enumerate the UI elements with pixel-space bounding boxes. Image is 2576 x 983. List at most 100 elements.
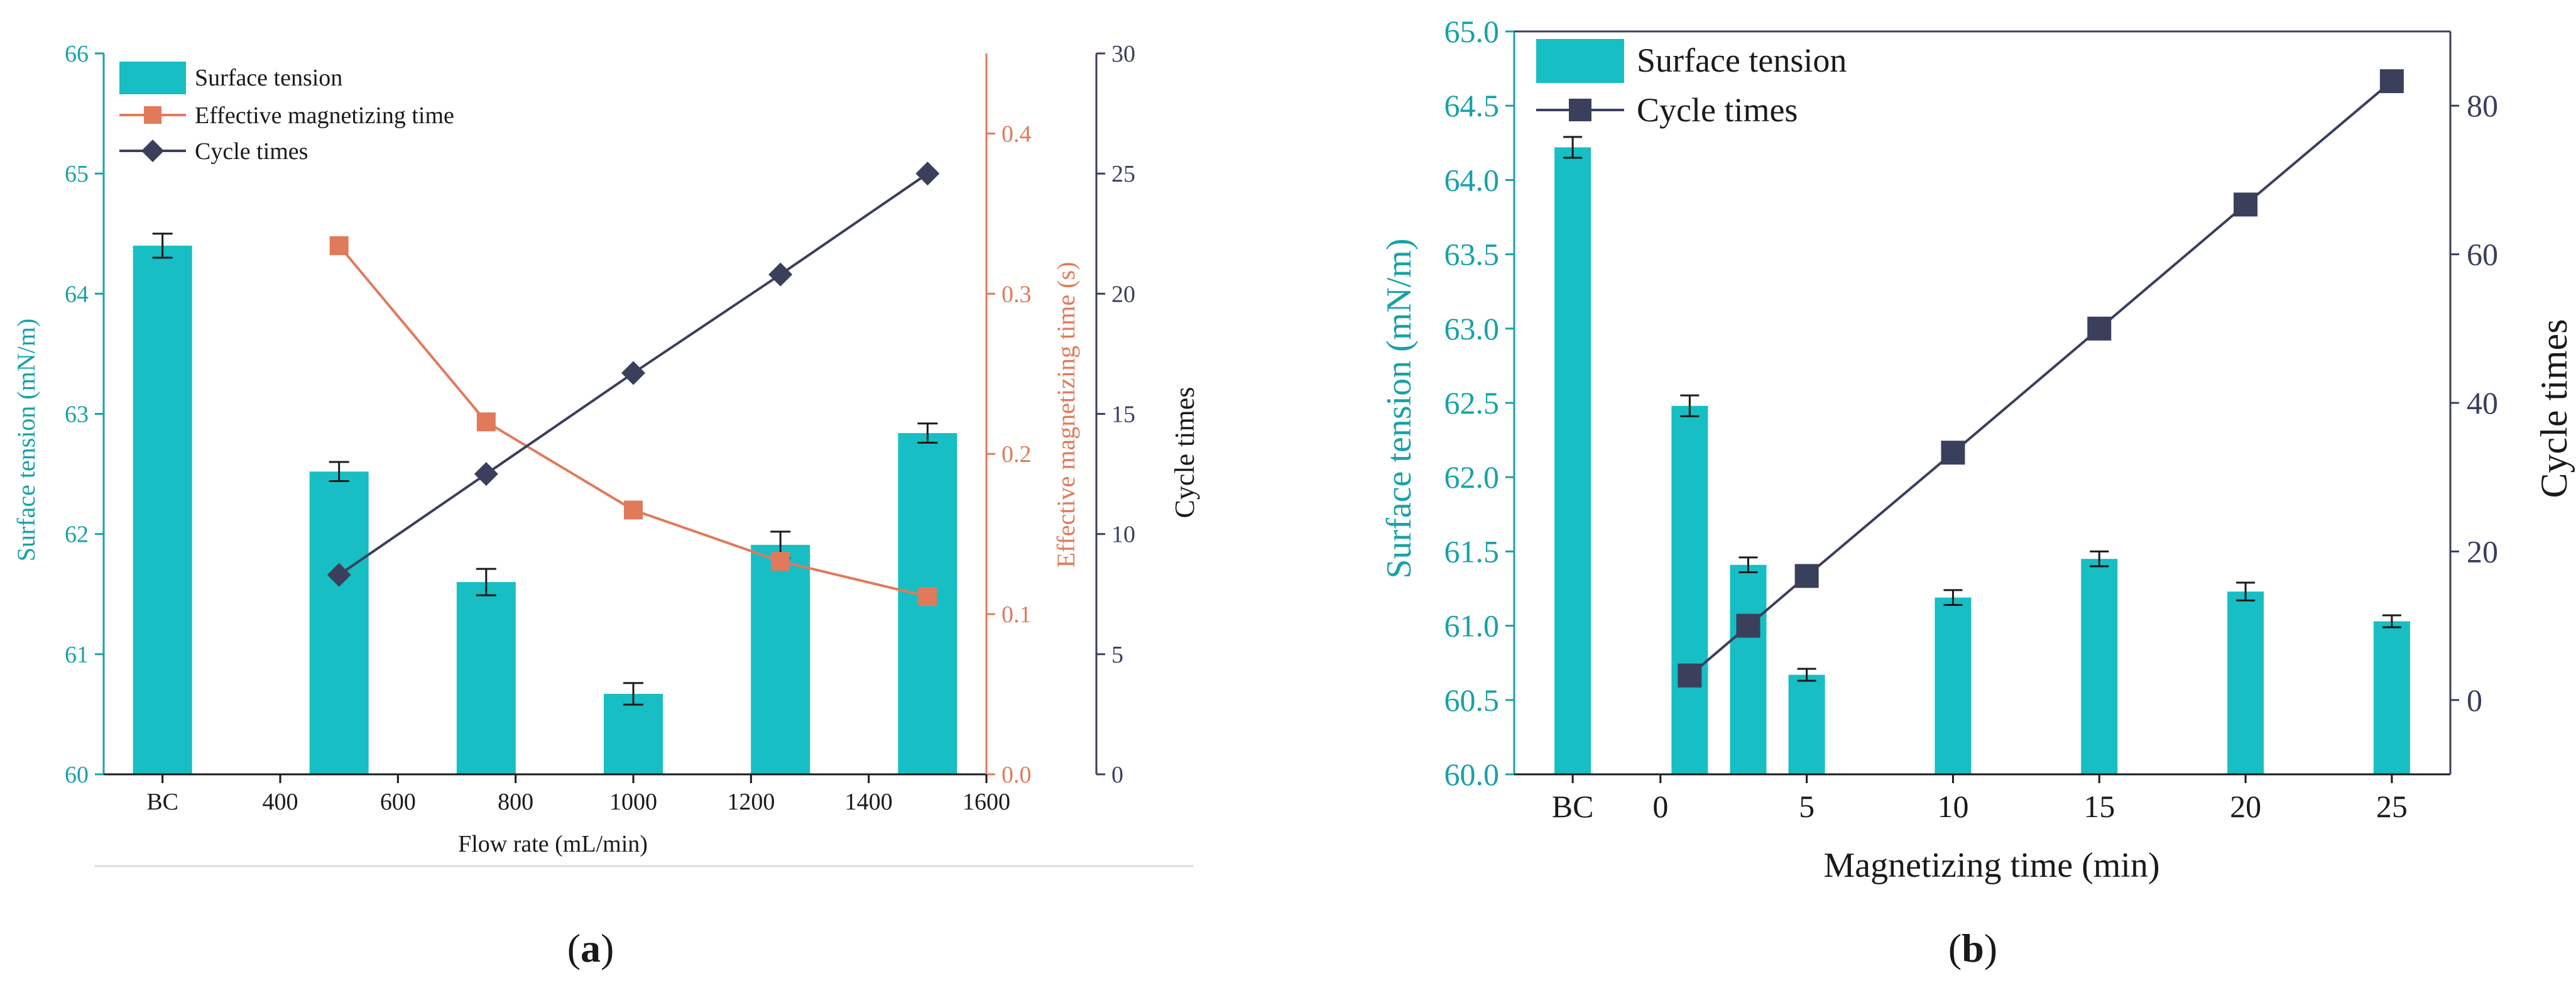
- panel-a-y-right2-tick-label: 20: [1111, 281, 1135, 307]
- panel-a-chart: 60 61 62 63 64 65 66 0.0 0.1 0.2 0.3 0.4 0 5 10 15 20 25 3…: [12, 41, 1200, 867]
- panel-b-y-right-tick-label: 20: [2467, 534, 2498, 569]
- panel-a-cycle-times-point: [768, 262, 793, 287]
- panel-b-bar: [1788, 674, 1825, 774]
- panel-a-x-tick-label: 1200: [727, 789, 775, 815]
- panel-a-caption-letter: a: [581, 926, 601, 970]
- panel-b-y-left-tick-label: 62.0: [1444, 459, 1500, 495]
- panel-b-y-left-axis-label: Surface tension (mN/m): [1380, 238, 1419, 578]
- panel-b-y-left-tick-label: 61.0: [1444, 608, 1500, 644]
- panel-a-y-left-tick-label: 61: [65, 642, 89, 668]
- panel-a-x-tick-label: 1400: [845, 789, 893, 815]
- panel-b-y-left-tick-label: 61.5: [1444, 534, 1500, 569]
- panel-a-y-left-axis-label: Surface tension (mN/m): [12, 319, 40, 562]
- panel-a-error-bars: [152, 233, 938, 706]
- panel-a-x-tick-label: 1600: [963, 789, 1010, 815]
- panel-b-x-tick-label: 25: [2376, 789, 2408, 824]
- panel-b-y-left-tick-label: 64.5: [1444, 88, 1500, 123]
- panel-b-cycle-times-point: [2087, 316, 2112, 341]
- panel-b-y-left-tick-label: 63.0: [1444, 311, 1500, 346]
- panel-a-x-axis-label: Flow rate (mL/min): [458, 831, 648, 857]
- panel-b-caption-letter: b: [1962, 926, 1984, 970]
- panel-b-y-left-tick-label: 60.0: [1444, 757, 1500, 792]
- panel-a-cycle-times-point: [621, 361, 645, 385]
- panel-a-legend-bar-swatch: [119, 62, 186, 94]
- panel-b-error-bars: [1563, 136, 2401, 682]
- panel-b-y-right-tick-label: 0: [2467, 683, 2482, 718]
- diamond-marker-icon: [141, 140, 164, 162]
- panel-b-y-left-tick-label: 65.0: [1444, 14, 1500, 49]
- panel-a-y-right1-tick-label: 0.0: [1001, 762, 1032, 788]
- panel-a-bar: [309, 471, 369, 774]
- panel-a-bar: [133, 245, 192, 774]
- panel-a-effective-time-point: [624, 500, 643, 520]
- panel-a-y-right1-tick-label: 0.1: [1001, 601, 1032, 628]
- svg-text:(a): (a): [567, 926, 614, 970]
- panel-b-bars: [1554, 147, 2410, 775]
- panel-a-legend: Surface tension Effective magnetizing tim…: [119, 62, 454, 165]
- panel-a-cycle-times-point: [474, 462, 498, 486]
- panel-a-effective-time-point: [918, 587, 937, 607]
- panel-b-cycle-times-point: [1678, 663, 1702, 688]
- panel-a-y-left-tick-label: 64: [65, 281, 89, 307]
- square-marker-icon: [144, 106, 161, 124]
- panel-a-y-right2-tick-label: 5: [1111, 642, 1123, 668]
- panel-a-y-right1-tick-label: 0.3: [1001, 281, 1032, 307]
- panel-a-x-tick-label: 400: [263, 789, 298, 815]
- panel-b-y-right-tick-label: 60: [2467, 237, 2498, 272]
- panel-a-y-right2-tick-label: 15: [1111, 402, 1135, 428]
- panel-a-y-right2-tick-label: 30: [1111, 41, 1135, 67]
- panel-b-bar: [1935, 597, 1972, 774]
- panel-a-y-left-tick-label: 65: [65, 161, 89, 187]
- panel-a-legend-label: Surface tension: [195, 65, 342, 91]
- panel-b-y-left-tick-label: 64.0: [1444, 162, 1500, 197]
- panel-b-lines: [1678, 69, 2404, 688]
- panel-a-y-left-tick-label: 62: [65, 522, 89, 548]
- panel-a-y-right1-tick-label: 0.2: [1001, 441, 1032, 468]
- panel-a-cycle-times-point: [915, 162, 940, 186]
- panel-b-cycle-times-point: [2379, 69, 2404, 94]
- panel-a-lines: [327, 162, 940, 607]
- panel-a-caption: (a): [567, 926, 614, 970]
- panel-b-y-left-tick-label: 63.5: [1444, 237, 1500, 272]
- panel-b-caption: (b): [1948, 926, 1997, 970]
- panel-b-x-tick-label: 5: [1799, 789, 1815, 824]
- square-marker-icon: [1569, 99, 1591, 121]
- panel-a-y-left-tick-label: 60: [65, 762, 89, 788]
- panel-a-effective-time-point: [476, 412, 496, 432]
- panel-a-y-right2-tick-label: 10: [1111, 522, 1135, 548]
- panel-b-y-left-tick-label: 62.5: [1444, 385, 1500, 420]
- panel-a-x-tick-label: 1000: [609, 789, 657, 815]
- panel-a-effective-time-line: [338, 244, 928, 598]
- panel-a-legend-label: Cycle times: [195, 138, 308, 165]
- panel-b-bar: [1730, 564, 1767, 774]
- panel-a-cycle-times-point: [327, 563, 351, 587]
- panel-a-legend-label: Effective magnetizing time: [195, 102, 454, 129]
- panel-b-bar: [2081, 559, 2118, 774]
- svg-text:(b): (b): [1948, 926, 1997, 970]
- panel-b-cycle-times-point: [1941, 441, 1965, 465]
- panel-b-cycle-times-point: [2234, 192, 2258, 217]
- panel-b-y-right-tick-label: 40: [2467, 385, 2498, 420]
- panel-b-bar: [1671, 405, 1708, 774]
- panel-b-bar: [1554, 147, 1591, 775]
- panel-b-y-left-tick-label: 60.5: [1444, 683, 1500, 718]
- panel-b-legend-bar-swatch: [1536, 39, 1624, 83]
- panel-a-x-tick-label: 800: [498, 789, 533, 815]
- panel-b-x-tick-label: 15: [2083, 789, 2115, 824]
- panel-b-cycle-times-point: [1736, 613, 1760, 638]
- panel-b-x-tick-label: BC: [1552, 789, 1594, 824]
- panel-b-chart: 60.0 60.5 61.0 61.5 62.0 62.5 63.0 63.5 64.0 64.5…: [1380, 14, 2575, 885]
- panel-a-bar: [751, 544, 810, 774]
- panel-a-effective-time-point: [329, 236, 349, 255]
- panel-a-y-right1-tick-label: 0.4: [1001, 121, 1032, 147]
- panel-a-x-tick-label: BC: [146, 789, 178, 815]
- panel-a-y-right2-tick-label: 0: [1111, 762, 1123, 788]
- panel-a-bars: [133, 245, 958, 774]
- panel-b-x-tick-label: 0: [1652, 789, 1668, 824]
- panel-a-y-right2-tick-label: 25: [1111, 161, 1135, 187]
- panel-a-effective-time-point: [771, 551, 790, 571]
- panel-b-legend-label: Surface tension: [1637, 41, 1847, 79]
- panel-a-y-right1-axis-label: Effective magnetizing time (s): [1052, 262, 1080, 568]
- panel-a-y-left-tick-label: 66: [65, 41, 89, 67]
